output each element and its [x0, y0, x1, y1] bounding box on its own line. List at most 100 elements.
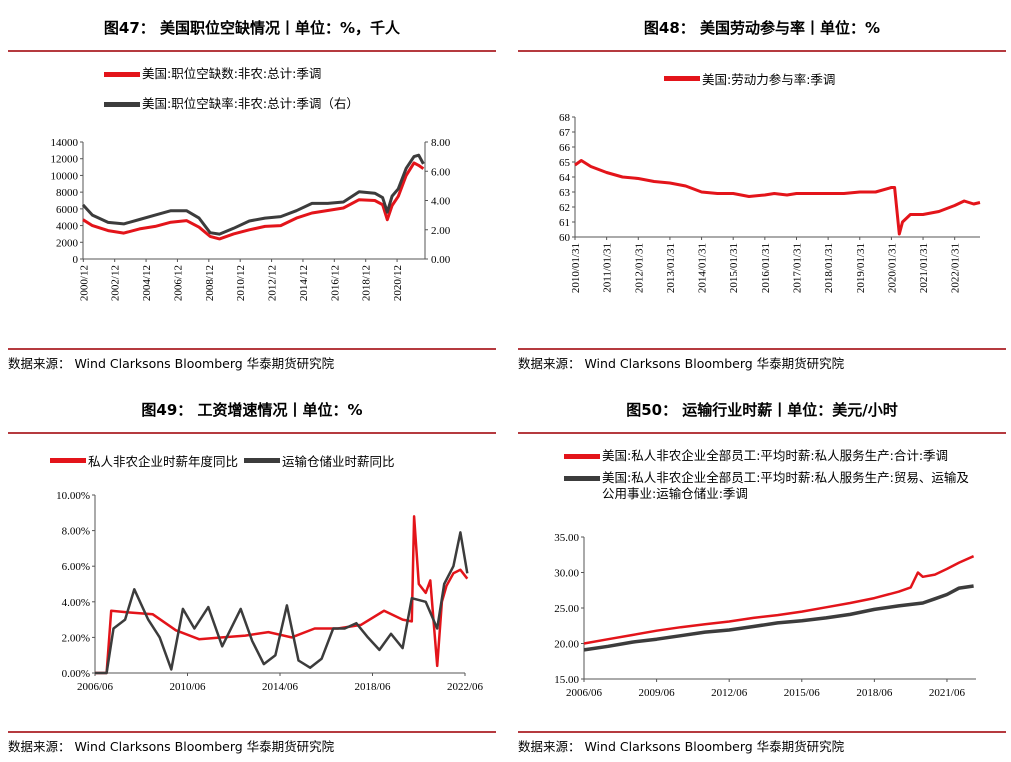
x-tick-label: 2013/01/31 — [665, 243, 677, 293]
y2-tick-label: 6.00 — [431, 166, 451, 178]
x-tick-label: 2014/12 — [298, 265, 310, 301]
source-rule — [518, 731, 1006, 733]
y-tick-label: 2.00% — [62, 632, 90, 644]
x-tick-label: 2009/06 — [639, 687, 676, 699]
panel-job-openings: 图47： 美国职位空缺情况丨单位：%，千人 美国:职位空缺数:非农:总计:季调 … — [8, 0, 496, 380]
x-tick-label: 2021/06 — [929, 687, 966, 699]
x-tick-label: 2010/01/31 — [570, 243, 582, 293]
panel-participation: 图48： 美国劳动参与率丨单位：% 美国:劳动力参与率:季调 60 61 62 63 6… — [518, 0, 1006, 380]
y-tick-label: 8000 — [56, 187, 79, 199]
legend-swatch-red — [104, 72, 140, 77]
legend-label: 美国:职位空缺率:非农:总计:季调（右） — [142, 96, 359, 111]
chart-transport-wage: 15.00 20.00 25.00 30.00 35.00 2006/06 2009/06 2… — [554, 532, 976, 699]
y-tick-label: 10000 — [51, 170, 79, 182]
y-tick-label: 14000 — [51, 137, 79, 149]
chart-legend: 美国:职位空缺数:非农:总计:季调 美国:职位空缺率:非农:总计:季调（右） — [104, 66, 359, 116]
x-tick-label: 2018/01/31 — [823, 243, 835, 293]
chart-title: 图48： 美国劳动参与率丨单位：% — [643, 19, 881, 37]
x-tick-label: 2020/12 — [392, 265, 404, 301]
x-tick-label: 2021/01/31 — [918, 243, 930, 293]
legend-swatch-dark — [244, 458, 281, 463]
x-tick-label: 2011/01/31 — [602, 243, 614, 293]
y-tick-label: 4000 — [56, 221, 79, 233]
legend-item-openings: 美国:职位空缺数:非农:总计:季调 — [104, 66, 359, 82]
legend-swatch-red — [50, 458, 86, 463]
x-tick-label: 2014/01/31 — [697, 243, 709, 293]
legend-label: 美国:私人非农企业全部员工:平均时薪:私人服务生产:贸易、运输及公用事业:运输仓… — [602, 470, 969, 501]
title-rule — [8, 432, 496, 434]
y-tick-label: 0 — [73, 254, 79, 266]
chart-title: 图50： 运输行业时薪丨单位：美元/小时 — [626, 401, 898, 419]
y-tick-label: 67 — [559, 127, 571, 139]
data-source: 数据来源： Wind Clarksons Bloomberg 华泰期货研究院 — [8, 356, 335, 371]
legend-label: 美国:职位空缺数:非农:总计:季调 — [142, 66, 322, 81]
y-tick-label: 2000 — [56, 237, 79, 249]
chart-participation: 60 61 62 63 64 65 66 67 68 2010/01/31 2011/01/31 20… — [559, 112, 981, 293]
x-tick-label: 2015/06 — [784, 687, 821, 699]
y-tick-label: 6000 — [56, 204, 79, 216]
y2-tick-label: 2.00 — [431, 225, 451, 237]
chart-title: 图47： 美国职位空缺情况丨单位：%，千人 — [103, 19, 401, 37]
chart-title: 图49： 工资增速情况丨单位：% — [141, 401, 363, 419]
chart-legend: 美国:私人非农企业全部员工:平均时薪:私人服务生产:合计:季调 美国:私人非农企… — [564, 448, 974, 506]
series-line-1 — [583, 555, 975, 645]
y2-tick-label: 4.00 — [431, 196, 451, 208]
series-line-2 — [583, 584, 974, 652]
title-rule — [518, 50, 1006, 52]
x-tick-label: 2012/12 — [267, 265, 279, 301]
legend-item-rate: 美国:职位空缺率:非农:总计:季调（右） — [104, 96, 359, 112]
x-tick-label: 2018/06 — [856, 687, 893, 699]
y-tick-label: 64 — [559, 172, 571, 184]
data-source: 数据来源： Wind Clarksons Bloomberg 华泰期货研究院 — [518, 739, 845, 754]
source-rule — [8, 348, 496, 350]
legend-swatch-red — [664, 76, 700, 81]
x-tick-label: 2006/06 — [566, 687, 603, 699]
series-line-1 — [95, 515, 469, 675]
x-tick-label: 2020/01/31 — [886, 243, 898, 293]
x-tick-label: 2022/01/31 — [950, 243, 962, 293]
x-tick-label: 2008/12 — [204, 265, 216, 301]
y2-tick-label: 8.00 — [431, 137, 451, 149]
y-tick-label: 66 — [559, 142, 571, 154]
x-tick-label: 2012/06 — [711, 687, 748, 699]
y-tick-label: 8.00% — [62, 526, 90, 538]
legend-swatch-dark — [104, 102, 140, 107]
title-rule — [8, 50, 496, 52]
y-tick-label: 35.00 — [554, 532, 579, 544]
legend-label: 运输仓储业时薪同比 — [282, 454, 395, 469]
series-line-1 — [574, 159, 981, 236]
panel-wage-growth: 图49： 工资增速情况丨单位：% 私人非农企业时薪年度同比 运输仓储业时薪同比 … — [8, 382, 496, 762]
y-tick-label: 15.00 — [554, 674, 579, 686]
series-line-2 — [95, 531, 469, 675]
y2-tick-label: 0.00 — [431, 254, 451, 266]
panel-transport-wage: 图50： 运输行业时薪丨单位：美元/小时 美国:私人非农企业全部员工:平均时薪:… — [518, 382, 1006, 762]
source-rule — [518, 348, 1006, 350]
x-tick-label: 2004/12 — [141, 265, 153, 301]
x-tick-label: 2017/01/31 — [791, 243, 803, 293]
x-tick-label: 2014/06 — [262, 681, 299, 693]
y-tick-label: 12000 — [51, 154, 79, 166]
y-tick-label: 6.00% — [62, 561, 90, 573]
x-tick-label: 2002/12 — [110, 265, 122, 301]
legend-label: 私人非农企业时薪年度同比 — [88, 454, 239, 469]
series-line-2 — [81, 153, 425, 236]
x-tick-label: 2015/01/31 — [728, 243, 740, 293]
legend-swatch-red — [564, 454, 600, 459]
y-tick-label: 10.00% — [56, 490, 90, 502]
chart-job-openings: 0 2000 4000 6000 8000 10000 12000 14000 0.00 2.00… — [51, 137, 451, 301]
y-tick-label: 63 — [559, 187, 571, 199]
x-tick-label: 2016/01/31 — [760, 243, 772, 293]
x-tick-label: 2000/12 — [78, 265, 90, 301]
x-tick-label: 2006/06 — [77, 681, 114, 693]
x-tick-label: 2010/06 — [169, 681, 206, 693]
x-tick-label: 2016/12 — [329, 265, 341, 301]
y-tick-label: 0.00% — [62, 668, 90, 680]
y-tick-label: 68 — [559, 112, 571, 124]
data-source: 数据来源： Wind Clarksons Bloomberg 华泰期货研究院 — [518, 356, 845, 371]
x-tick-label: 2018/12 — [361, 265, 373, 301]
x-tick-label: 2006/12 — [172, 265, 184, 301]
y-tick-label: 30.00 — [554, 568, 579, 580]
x-tick-label: 2018/06 — [354, 681, 391, 693]
chart-legend: 美国:劳动力参与率:季调 — [664, 69, 835, 88]
legend-item-total: 美国:私人非农企业全部员工:平均时薪:私人服务生产:合计:季调 — [564, 448, 974, 464]
